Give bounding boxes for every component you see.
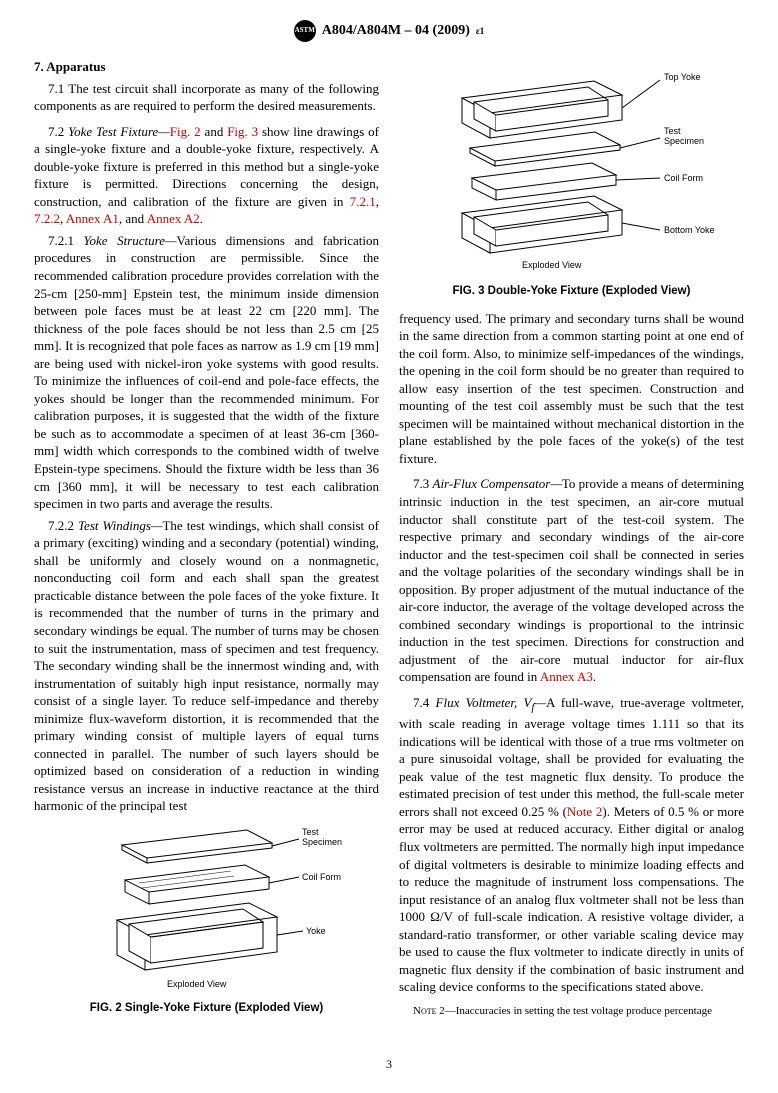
left-column: 7. Apparatus 7.1 The test circuit shall … [34,58,379,1026]
fig2-label-coil: Coil Form [302,872,341,882]
fig3-label-coil: Coil Form [664,173,703,183]
text-columns: 7. Apparatus 7.1 The test circuit shall … [34,58,744,1026]
figure-2: Test Specimen Coil Form Yoke Exploded Vi… [34,825,379,1017]
col2-continuation: frequency used. The primary and secondar… [399,310,744,468]
fig2-label-yoke: Yoke [306,926,326,936]
fig3-caption: FIG. 3 Double-Yoke Fixture (Exploded Vie… [399,284,744,300]
fig3-label-bottom: Bottom Yoke [664,225,715,235]
figure-3: Top Yoke Test Specimen Coil Form Bottom … [399,68,744,300]
fig2-label-specimen2: Specimen [302,837,342,847]
doc-header: ASTM A804/A804M – 04 (2009) ε1 [34,20,744,42]
astm-logo: ASTM [294,20,316,42]
epsilon: ε1 [476,25,484,37]
para-7-1: 7.1 The test circuit shall incorporate a… [34,80,379,115]
designation: A804/A804M – 04 (2009) [322,22,470,41]
right-column: Top Yoke Test Specimen Coil Form Bottom … [399,58,744,1026]
section-7-title: 7. Apparatus [34,58,379,76]
fig2-label-specimen1: Test [302,827,319,837]
fig2-caption: FIG. 2 Single-Yoke Fixture (Exploded Vie… [34,1001,379,1017]
note-2: Note 2—Inaccuracies in setting the test … [399,1004,744,1019]
para-7-3: 7.3 Air-Flux Compensator—To provide a me… [399,475,744,686]
fig3-label-spec2: Specimen [664,136,704,146]
fig2-label-exploded: Exploded View [167,979,227,989]
fig3-label-exploded: Exploded View [522,260,582,270]
page-number: 3 [34,1056,744,1072]
para-7-2-2: 7.2.2 Test Windings—The test windings, w… [34,517,379,815]
para-7-2: 7.2 Yoke Test Fixture—Fig. 2 and Fig. 3 … [34,123,379,228]
para-7-4: 7.4 Flux Voltmeter, Vf—A full-wave, true… [399,694,744,996]
fig3-label-spec1: Test [664,126,681,136]
fig3-label-top: Top Yoke [664,72,701,82]
para-7-2-1: 7.2.1 Yoke Structure—Various dimensions … [34,232,379,513]
